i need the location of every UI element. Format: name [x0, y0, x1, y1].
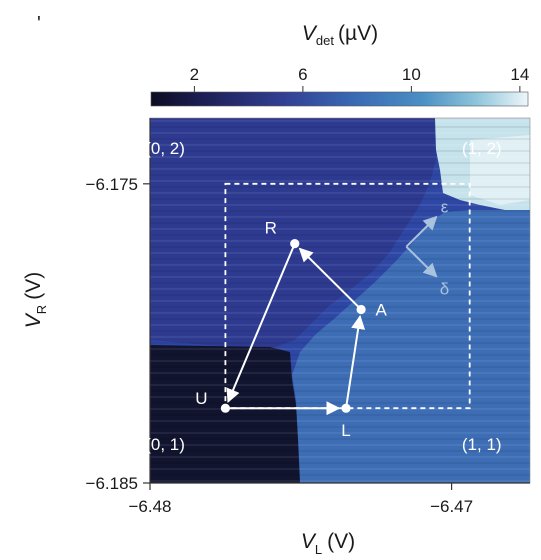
colorbar-title-unit: (µV) — [338, 22, 378, 45]
direction-arrow — [405, 215, 438, 248]
colorbar-title: Vdet (µV) — [302, 22, 378, 48]
point-marker — [290, 239, 300, 249]
scan-lines — [150, 120, 530, 482]
top-mark: ' — [37, 13, 41, 35]
y-axis-title-sub: R — [34, 305, 49, 314]
x-axis: −6.48 −6.47 VL (V) — [128, 482, 530, 557]
colorbar: Vdet (µV) 2 6 10 14 — [150, 22, 529, 107]
direction-label: δ — [440, 280, 449, 299]
region-label: (0, 1) — [145, 435, 185, 454]
point-label: A — [375, 300, 387, 319]
y-tick-label: −6.185 — [86, 474, 138, 493]
region-label: (1, 2) — [462, 139, 502, 158]
x-tick-label: −6.47 — [430, 497, 473, 516]
path-arrow — [298, 247, 359, 308]
colorbar-title-sub: det — [316, 33, 334, 48]
x-axis-title-main: V — [301, 530, 317, 553]
path-arrow — [226, 246, 295, 404]
point-label: U — [195, 389, 207, 408]
y-axis-title: VR (V) — [22, 272, 49, 328]
region-0-2 — [150, 118, 438, 347]
path-arrow — [345, 315, 366, 405]
region-label: (1, 1) — [462, 435, 502, 454]
overlay: (0, 2) (1, 2) (0, 1) (1, 1) U L A Rε δ — [145, 139, 501, 454]
point-label: L — [341, 421, 350, 440]
heatmap — [150, 118, 530, 483]
point-marker — [341, 403, 351, 413]
point-marker — [220, 403, 230, 413]
colorbar-tick-label: 10 — [402, 65, 421, 84]
region-1-2-sheen — [470, 135, 530, 205]
y-axis-title-main: V — [22, 312, 45, 328]
y-axis-title-unit: (V) — [22, 272, 45, 300]
x-tick-label: −6.48 — [128, 497, 171, 516]
colorbar-tick-label: 6 — [298, 65, 307, 84]
region-1-1 — [292, 210, 530, 483]
x-axis-title-unit: (V) — [327, 530, 355, 553]
y-tick-label: −6.175 — [86, 175, 138, 194]
region-label: (0, 2) — [145, 139, 185, 158]
point-label: R — [265, 219, 277, 238]
colorbar-title-main: V — [302, 22, 318, 45]
colorbar-tick-label: 2 — [190, 65, 199, 84]
colorbar-tick-label: 14 — [510, 65, 529, 84]
x-axis-title: VL (V) — [301, 530, 355, 557]
direction-label: ε — [441, 198, 449, 217]
point-marker — [356, 304, 366, 315]
y-axis: −6.175 −6.185 VR (V) — [22, 118, 151, 493]
direction-arrow — [405, 245, 438, 278]
region-0-1 — [150, 345, 300, 483]
colorbar-gradient — [150, 91, 529, 107]
x-axis-title-sub: L — [315, 542, 322, 557]
